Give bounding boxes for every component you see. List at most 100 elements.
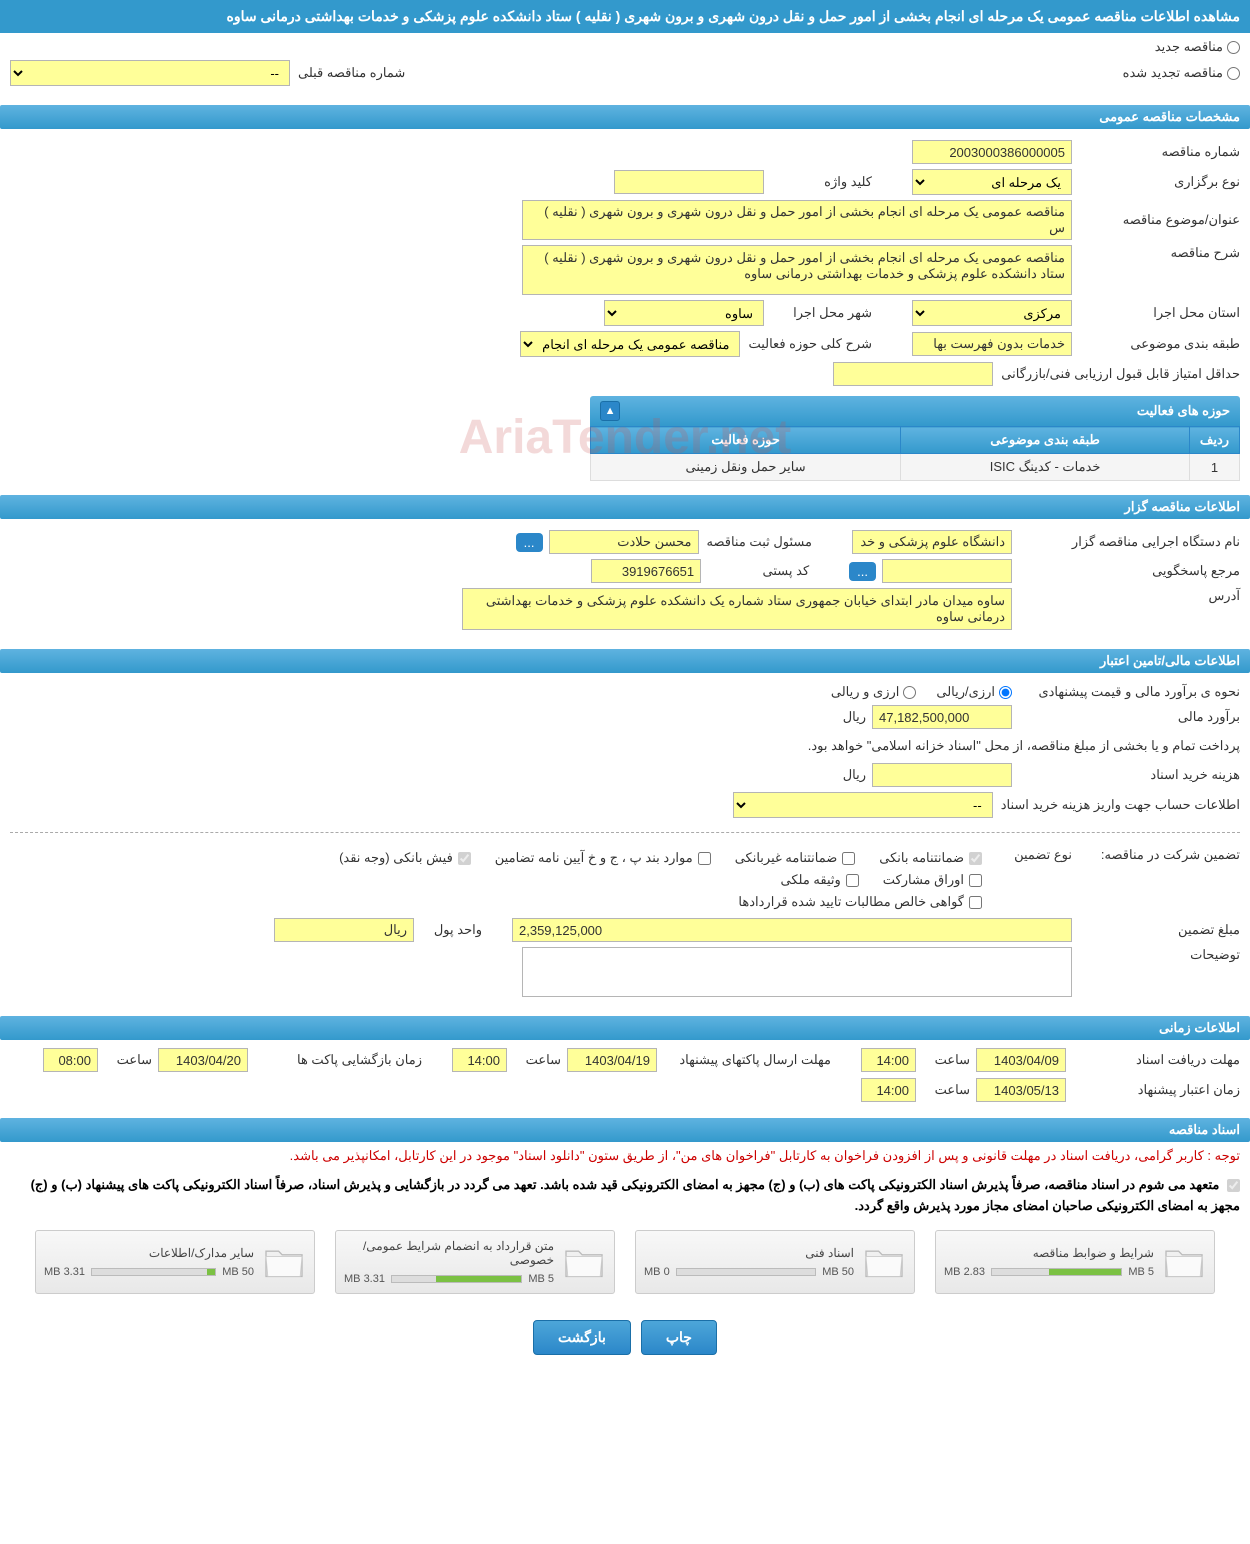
estimate-unit: ریال: [843, 709, 866, 725]
folder-icon: [862, 1244, 906, 1280]
min-score-field[interactable]: [833, 362, 993, 386]
guarantee-amount-field: 2,359,125,000: [512, 918, 1072, 942]
section-financial: اطلاعات مالی/تامین اعتبار: [0, 649, 1250, 673]
document-card[interactable]: شرایط و ضوابط مناقصه 5 MB 2.83 MB: [935, 1230, 1215, 1294]
subject-field[interactable]: مناقصه عمومی یک مرحله ای انجام بخشی از ا…: [522, 200, 1072, 240]
commitment-text: متعهد می شوم در اسناد مناقصه، صرفاً پذیر…: [31, 1177, 1240, 1213]
radio-currency[interactable]: ارزی و ریالی: [831, 684, 917, 700]
account-info-select[interactable]: --: [733, 792, 993, 818]
prev-number-label: شماره مناقصه قبلی: [298, 65, 405, 81]
activity-scope-select[interactable]: مناقصه عمومی یک مرحله ای انجام بخشی از ا…: [520, 331, 740, 357]
doc-title: اسناد فنی: [644, 1246, 854, 1260]
radio-currency-label: ارزی و ریالی: [831, 684, 900, 700]
guarantee-amount-label: مبلغ تضمین: [1080, 922, 1240, 938]
documents-grid: شرایط و ضوابط مناقصه 5 MB 2.83 MB اسناد فنی…: [0, 1220, 1250, 1304]
chk-bank-receipt[interactable]: فیش بانکی (وجه نقد): [339, 850, 471, 866]
subject-label: عنوان/موضوع مناقصه: [1080, 212, 1240, 228]
doc-bar: [676, 1268, 817, 1276]
doc-used: 2.83 MB: [944, 1266, 985, 1278]
doc-total: 5 MB: [1128, 1266, 1154, 1278]
doc-total: 50 MB: [222, 1266, 254, 1278]
radio-new-label: مناقصه جدید: [1155, 39, 1223, 55]
envelope-send-label: مهلت ارسال پاکتهای پیشنهاد: [671, 1052, 831, 1068]
doc-used: 3.31 MB: [44, 1266, 85, 1278]
document-card[interactable]: سایر مدارک/اطلاعات50 MB3.31 MB: [35, 1230, 315, 1294]
chk-property-input[interactable]: [846, 874, 859, 887]
description-field[interactable]: مناقصه عمومی یک مرحله ای انجام بخشی از ا…: [522, 245, 1072, 295]
city-select[interactable]: ساوه: [604, 300, 764, 326]
chk-net-claims-input[interactable]: [969, 896, 982, 909]
prev-number-select[interactable]: --: [10, 60, 290, 86]
registrar-more-button[interactable]: ...: [516, 533, 543, 552]
print-button[interactable]: چاپ: [641, 1320, 717, 1355]
responder-more-button[interactable]: ...: [849, 562, 876, 581]
province-select[interactable]: مرکزی: [912, 300, 1072, 326]
chk-property[interactable]: وثیقه ملکی: [781, 872, 859, 888]
chk-bonds[interactable]: اوراق مشارکت: [883, 872, 982, 888]
subject-class-field: خدمات بدون فهرست بها: [912, 332, 1072, 356]
chk-property-label: وثیقه ملکی: [781, 872, 841, 888]
chk-bank-receipt-input[interactable]: [458, 852, 471, 865]
time-label-4: ساعت: [930, 1082, 970, 1098]
chk-appendix[interactable]: موارد بند پ ، ج و خ آیین نامه تضامین: [495, 850, 711, 866]
activity-table: ردیف طبقه بندی موضوعی حوزه فعالیت 1 خدما…: [590, 426, 1240, 481]
back-button[interactable]: بازگشت: [533, 1320, 631, 1355]
doc-title: شرایط و ضوابط مناقصه: [944, 1246, 1154, 1260]
chk-bonds-input[interactable]: [969, 874, 982, 887]
col-class: طبقه بندی موضوعی: [901, 427, 1190, 454]
doc-bar: [991, 1268, 1122, 1276]
time-label-3: ساعت: [112, 1052, 152, 1068]
chk-net-claims[interactable]: گواهی خالص مطالبات تایید شده قراردادها: [226, 894, 982, 910]
doc-receipt-date: 1403/04/09: [976, 1048, 1066, 1072]
radio-new-input[interactable]: [1227, 41, 1240, 54]
radio-rial-input[interactable]: [999, 686, 1012, 699]
col-area: حوزه فعالیت: [591, 427, 901, 454]
radio-renewed-input[interactable]: [1227, 67, 1240, 80]
money-unit-label: واحد پول: [422, 922, 482, 938]
address-field[interactable]: ساوه میدان مادر ابتدای خیابان جمهوری ستا…: [462, 588, 1012, 630]
guarantee-checkboxes: ضمانتنامه بانکی ضمانتنامه غیربانکی موارد…: [214, 847, 994, 913]
doc-bar: [391, 1275, 522, 1283]
estimate-method-label: نحوه ی برآورد مالی و قیمت پیشنهادی: [1020, 684, 1240, 700]
subject-class-label: طبقه بندی موضوعی: [1080, 336, 1240, 352]
radio-renewed-tender[interactable]: مناقصه تجدید شده: [1123, 65, 1240, 81]
radio-new-tender[interactable]: مناقصه جدید: [10, 39, 1240, 55]
radio-rial[interactable]: ارزی/ریالی: [936, 684, 1012, 700]
fin-notes-field[interactable]: [522, 947, 1072, 997]
offer-validity-time: 14:00: [861, 1078, 916, 1102]
city-label: شهر محل اجرا: [772, 305, 872, 321]
chk-bank-guarantee-input[interactable]: [969, 852, 982, 865]
collapse-icon[interactable]: ▲: [600, 401, 620, 421]
min-score-label: حداقل امتیاز قابل قبول ارزیابی فنی/بازرگ…: [1001, 366, 1240, 382]
offer-validity-date: 1403/05/13: [976, 1078, 1066, 1102]
cell-row: 1: [1190, 454, 1240, 481]
documents-note-bold: متعهد می شوم در اسناد مناقصه، صرفاً پذیر…: [0, 1171, 1250, 1221]
document-card[interactable]: متن قرارداد به انضمام شرایط عمومی/خصوصی5…: [335, 1230, 615, 1294]
responder-label: مرجع پاسخگویی: [1020, 563, 1240, 579]
time-label-2: ساعت: [521, 1052, 561, 1068]
estimate-label: برآورد مالی: [1020, 709, 1240, 725]
chk-bonds-label: اوراق مشارکت: [883, 872, 964, 888]
doc-used: 0 MB: [644, 1266, 670, 1278]
hold-type-select[interactable]: یک مرحله ای: [912, 169, 1072, 195]
document-card[interactable]: اسناد فنی50 MB0 MB: [635, 1230, 915, 1294]
chk-nonbank-input[interactable]: [842, 852, 855, 865]
envelope-open-label: زمان بازگشایی پاکت ها: [262, 1052, 422, 1068]
doc-bar: [91, 1268, 216, 1276]
folder-icon: [262, 1244, 306, 1280]
chk-appendix-input[interactable]: [698, 852, 711, 865]
hold-type-label: نوع برگزاری: [1080, 174, 1240, 190]
activity-areas-header: حوزه های فعالیت ▲: [590, 396, 1240, 426]
tender-number-field: 2003000386000005: [912, 140, 1072, 164]
chk-bank-guarantee[interactable]: ضمانتنامه بانکی: [879, 850, 982, 866]
doc-fee-label: هزینه خرید اسناد: [1020, 767, 1240, 783]
estimate-field: 47,182,500,000: [872, 705, 1012, 729]
responder-field[interactable]: [882, 559, 1012, 583]
keyword-field[interactable]: [614, 170, 764, 194]
doc-fee-field[interactable]: [872, 763, 1012, 787]
doc-receipt-label: مهلت دریافت اسناد: [1080, 1052, 1240, 1068]
account-info-label: اطلاعات حساب جهت واریز هزینه خرید اسناد: [1001, 797, 1240, 813]
chk-appendix-label: موارد بند پ ، ج و خ آیین نامه تضامین: [495, 850, 693, 866]
radio-currency-input[interactable]: [903, 686, 916, 699]
chk-nonbank[interactable]: ضمانتنامه غیربانکی: [735, 850, 856, 866]
